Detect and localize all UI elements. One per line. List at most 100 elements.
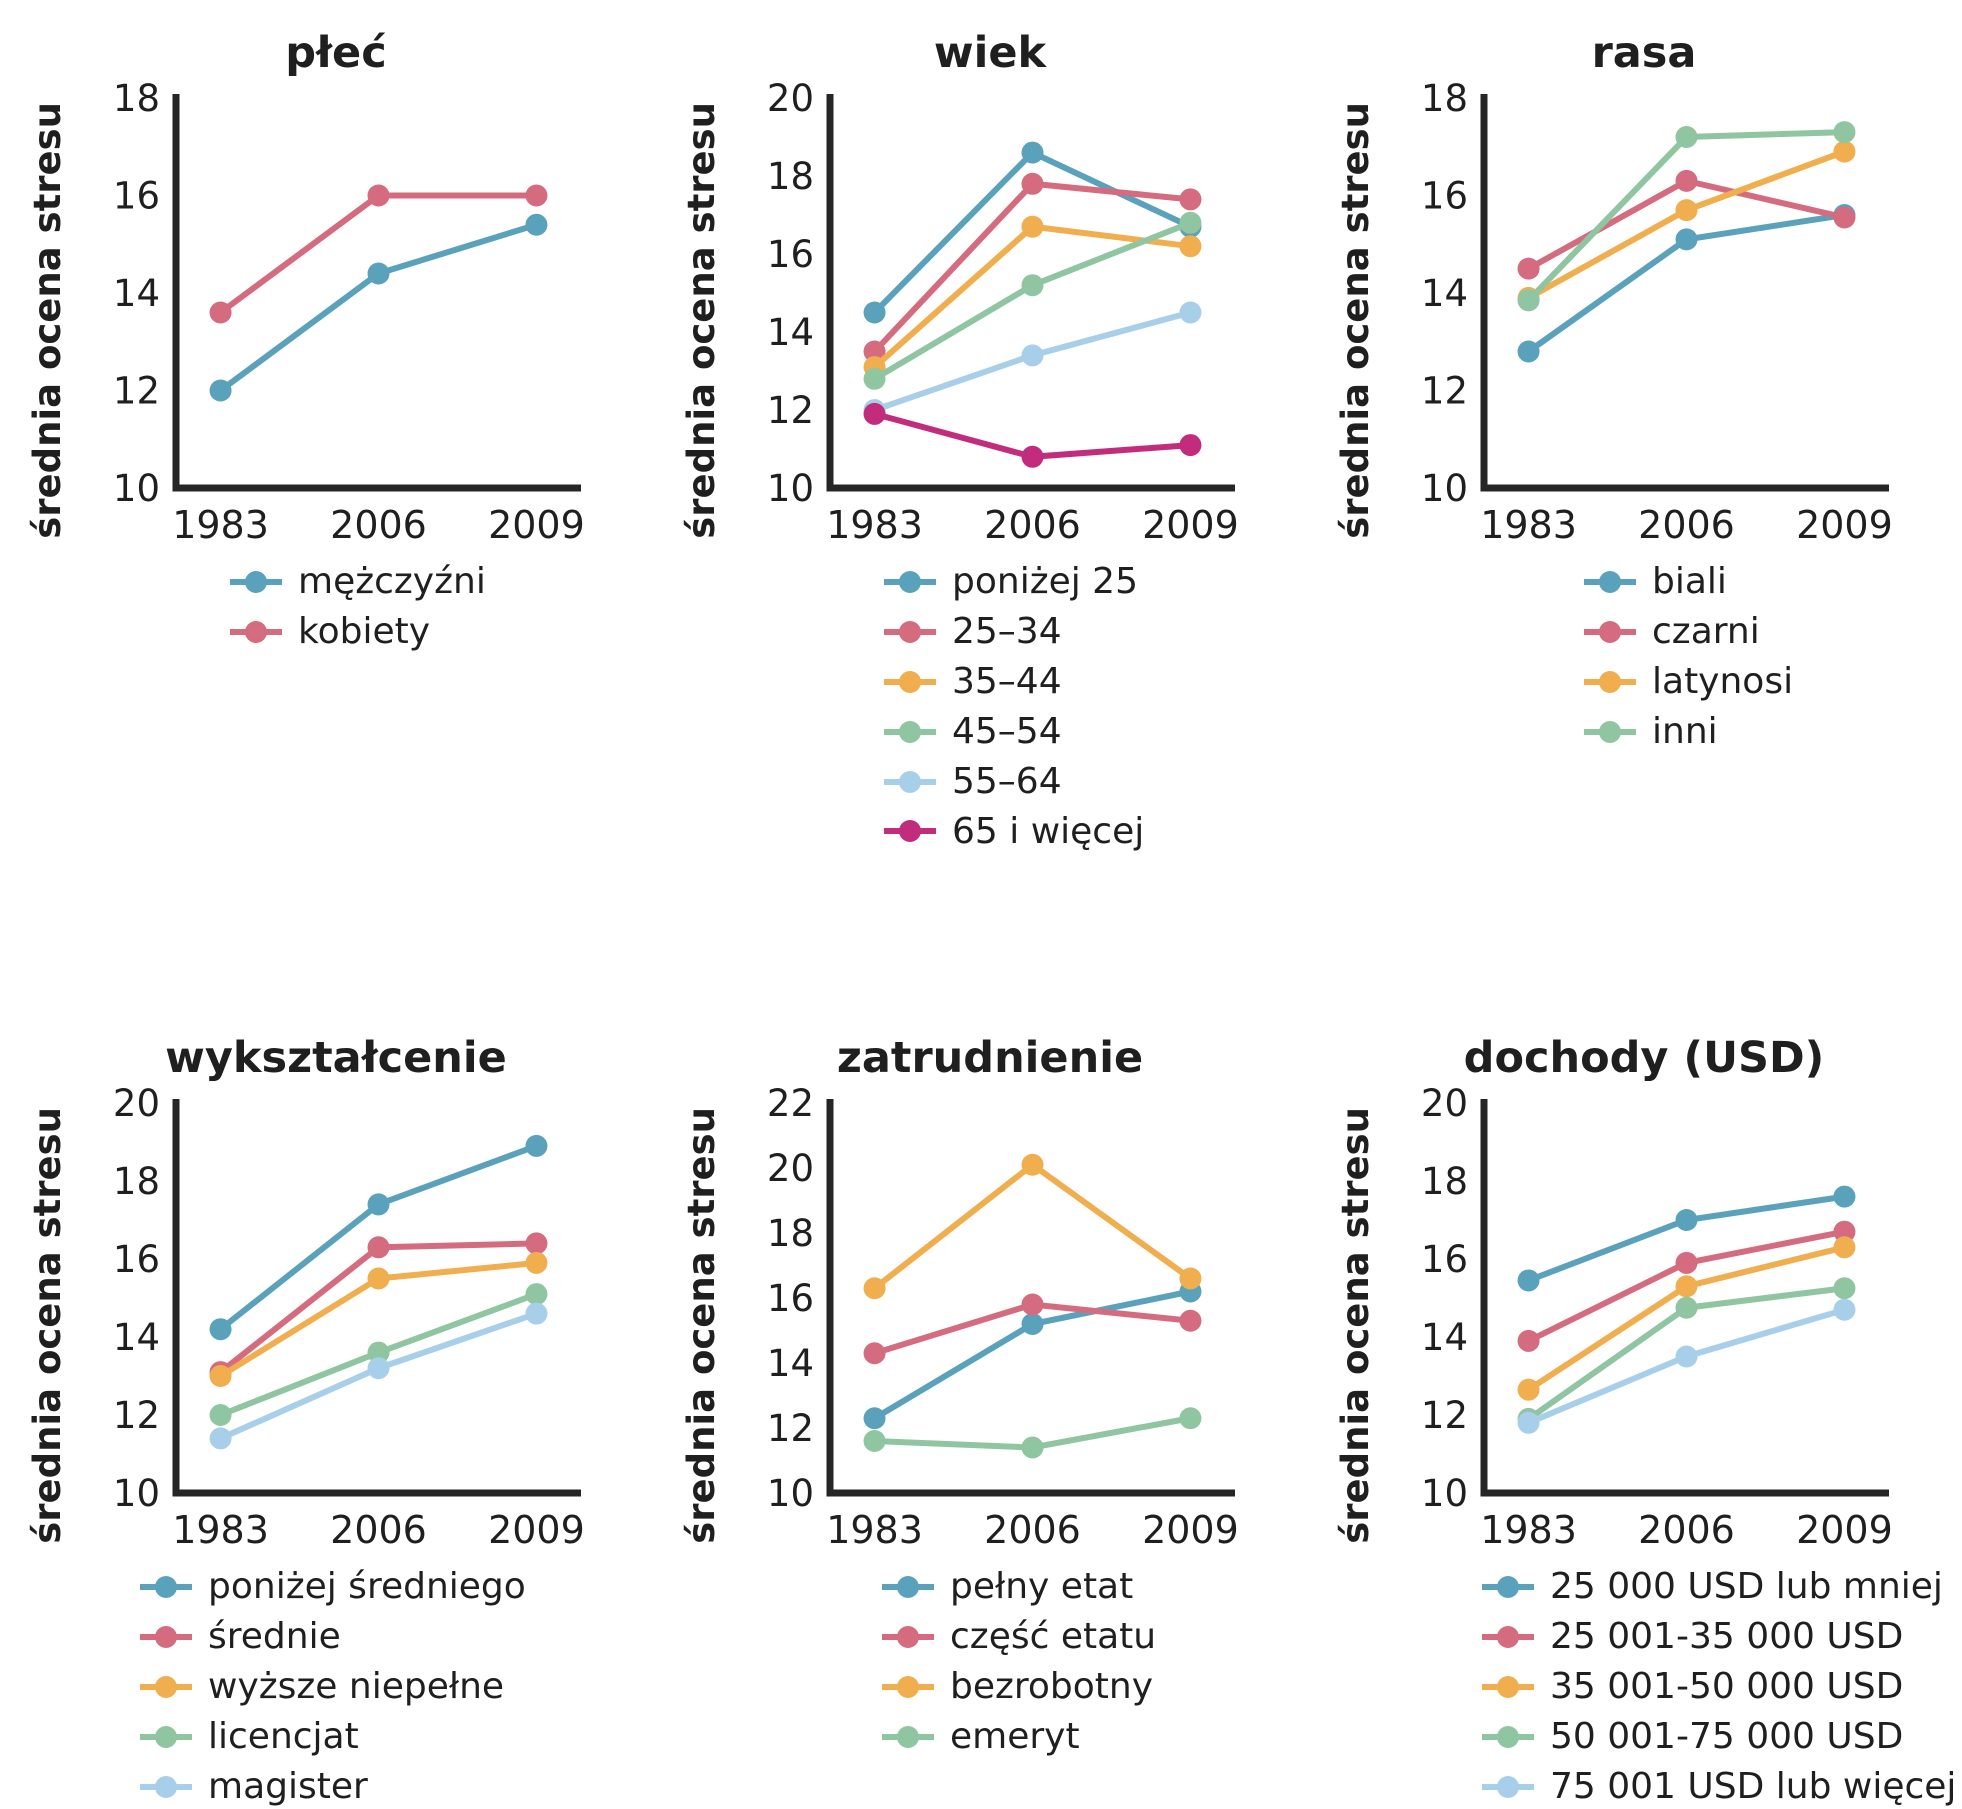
data-point — [1517, 1269, 1540, 1292]
plot-area: 10 12 14 16 18 20 1983 2006 2009 — [76, 1082, 596, 1555]
data-point — [1517, 257, 1540, 280]
data-point — [367, 1341, 390, 1364]
data-point — [1517, 1329, 1540, 1352]
data-point — [209, 1427, 232, 1450]
legend-item: część etatu — [880, 1615, 1250, 1659]
y-tick-label: 14 — [113, 272, 160, 315]
data-point — [1675, 169, 1698, 192]
legend-label: latynosi — [1652, 660, 1794, 702]
y-tick-label: 18 — [767, 155, 814, 198]
x-tick-label: 2006 — [984, 1508, 1081, 1552]
data-point — [1021, 445, 1044, 468]
legend-marker-icon — [1584, 720, 1636, 743]
legend-label: 25 000 USD lub mniej — [1550, 1566, 1943, 1607]
data-point — [209, 1365, 232, 1387]
data-point — [1021, 1153, 1044, 1176]
y-tick-label: 18 — [113, 80, 160, 120]
data-point — [1179, 1309, 1202, 1332]
legend: pełny etat część etatu bezrobotny emeryt — [880, 1565, 1250, 1759]
x-tick-label: 2009 — [1142, 503, 1239, 547]
data-point — [1517, 289, 1540, 312]
legend-item: 35 001-50 000 USD — [1480, 1665, 1956, 1709]
data-point — [863, 340, 886, 363]
y-tick-label: 12 — [1421, 369, 1468, 412]
x-tick-label: 2006 — [984, 503, 1081, 547]
legend-label: 25–34 — [952, 610, 1062, 652]
subplot-wiek: średnia ocena stresu wiek 10 12 14 16 18 20 19… — [654, 0, 1308, 895]
x-tick-label: 1983 — [826, 1508, 923, 1552]
y-tick-label: 16 — [767, 233, 814, 276]
data-point — [1179, 211, 1202, 234]
x-tick-label: 2006 — [330, 503, 427, 547]
data-point — [525, 1283, 548, 1306]
y-tick-label: 20 — [767, 1147, 814, 1190]
legend-label: poniżej średniego — [208, 1566, 526, 1607]
data-point — [1179, 1267, 1202, 1290]
y-tick-label: 14 — [1421, 272, 1468, 315]
legend-item: 65 i więcej — [882, 810, 1250, 854]
y-tick-label: 10 — [1421, 467, 1468, 510]
chart-svg: 10 12 14 16 18 20 1983 2006 2009 — [767, 77, 1239, 547]
y-axis-label: średnia ocena stresu — [25, 1106, 69, 1544]
legend-item: 55–64 — [882, 760, 1250, 804]
data-point — [1833, 1220, 1856, 1243]
data-point — [863, 367, 886, 390]
legend-item: 75 001 USD lub więcej — [1480, 1765, 1956, 1809]
chart-title: zatrudnienie — [836, 1033, 1144, 1083]
legend-marker-icon — [140, 1675, 192, 1698]
legend-label: 75 001 USD lub więcej — [1550, 1765, 1957, 1807]
legend-marker-icon — [1482, 1775, 1534, 1798]
legend-item: 35–44 — [882, 660, 1250, 704]
data-point — [209, 1318, 232, 1341]
y-tick-label: 18 — [767, 1212, 814, 1255]
legend-item: latynosi — [1582, 660, 1904, 704]
data-point — [1833, 206, 1856, 229]
x-tick-label: 2009 — [488, 1508, 585, 1552]
legend-label: pełny etat — [950, 1566, 1134, 1607]
y-axis-label: średnia ocena stresu — [25, 101, 69, 539]
legend-item: 25 001-35 000 USD — [1480, 1615, 1956, 1659]
legend-label: część etatu — [950, 1615, 1157, 1657]
y-tick-label: 14 — [767, 311, 814, 354]
data-point — [1021, 1313, 1044, 1335]
legend-marker-icon — [230, 570, 282, 593]
chart-svg: 10 12 14 16 18 1983 2006 2009 — [113, 77, 585, 547]
x-tick-label: 2006 — [330, 1508, 427, 1552]
data-point — [1675, 1296, 1698, 1319]
data-point — [1833, 1185, 1856, 1208]
chart-svg: 10 12 14 16 18 1983 2006 2009 — [1421, 77, 1893, 547]
legend-label: 35 001-50 000 USD — [1550, 1665, 1904, 1707]
legend-marker-icon — [882, 1575, 934, 1598]
x-tick-label: 1983 — [1480, 1508, 1577, 1552]
data-point — [1021, 141, 1044, 164]
y-tick-label: 20 — [113, 1085, 160, 1125]
legend-item: inni — [1582, 710, 1904, 754]
legend: biali czarni latynosi inni — [1582, 560, 1904, 754]
data-point — [209, 301, 232, 324]
plot-area: 10 12 14 16 18 20 22 1983 2006 2009 — [730, 1082, 1250, 1555]
legend-marker-icon — [884, 670, 936, 693]
data-point — [1021, 1436, 1044, 1459]
legend-item: kobiety — [228, 610, 596, 654]
y-axis-label: średnia ocena stresu — [1333, 101, 1377, 539]
y-tick-label: 14 — [113, 1316, 160, 1359]
data-point — [1675, 1345, 1698, 1368]
data-point — [1517, 1411, 1540, 1434]
y-tick-label: 12 — [1421, 1394, 1468, 1437]
legend-marker-icon — [140, 1725, 192, 1748]
chart-svg: 10 12 14 16 18 20 1983 2006 2009 — [113, 1082, 585, 1552]
legend-label: poniżej 25 — [952, 561, 1138, 602]
legend-label: magister — [208, 1765, 368, 1807]
legend-item: 25 000 USD lub mniej — [1480, 1565, 1956, 1609]
y-tick-label: 16 — [767, 1277, 814, 1320]
data-point — [1179, 188, 1202, 211]
legend-marker-icon — [230, 620, 282, 643]
data-point — [863, 1430, 886, 1452]
x-tick-label: 1983 — [172, 1508, 269, 1552]
data-point — [863, 402, 886, 425]
data-point — [209, 379, 232, 402]
legend-label: kobiety — [298, 610, 431, 652]
legend-label: 35–44 — [952, 660, 1062, 702]
data-point — [1517, 1378, 1540, 1401]
